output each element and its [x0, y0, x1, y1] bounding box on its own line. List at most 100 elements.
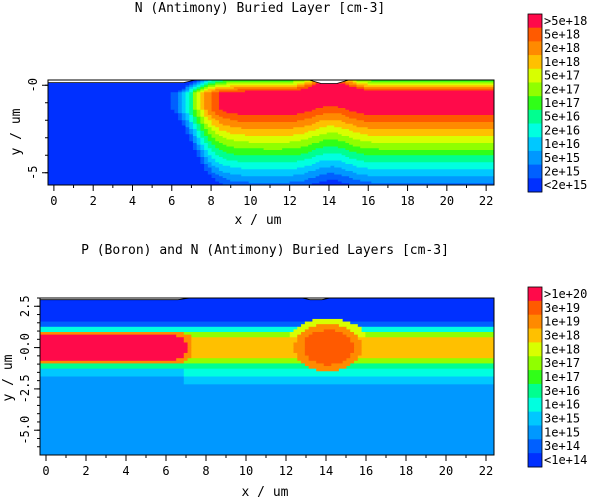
field-cell — [311, 143, 350, 146]
field-cell — [196, 125, 201, 128]
field-cell — [196, 94, 201, 97]
field-cell — [218, 122, 317, 125]
field-cell — [189, 97, 194, 100]
field-cell — [337, 139, 361, 142]
field-cell — [191, 347, 295, 351]
field-cell — [204, 106, 213, 109]
field-cell — [304, 337, 351, 341]
field-cell — [48, 109, 175, 113]
field-cell — [189, 115, 194, 118]
field-cell — [367, 81, 494, 85]
field-cell — [371, 80, 494, 83]
field-cell — [181, 115, 187, 118]
field-cell — [196, 141, 201, 144]
field-cell — [304, 85, 313, 88]
field-cell — [40, 434, 494, 438]
field-cell — [200, 158, 205, 162]
field-cell — [356, 80, 372, 83]
field-cell — [215, 172, 231, 176]
field-cell — [40, 371, 185, 375]
field-cell — [192, 118, 198, 121]
field-cell — [367, 127, 494, 130]
field-cell — [183, 337, 192, 341]
field-cell — [48, 102, 172, 106]
field-cell — [204, 157, 209, 160]
plot-1-x-axis-label: x / um — [235, 213, 282, 228]
field-cell — [48, 90, 179, 93]
field-cell — [341, 127, 369, 130]
x-tick-label: 12 — [282, 194, 296, 208]
field-cell — [300, 146, 324, 149]
field-cell — [181, 104, 187, 107]
field-cell — [211, 116, 224, 120]
field-cell — [297, 334, 310, 338]
field-cell — [215, 178, 227, 181]
field-cell — [178, 116, 183, 120]
x-tick-label: 22 — [479, 194, 493, 208]
x-tick-label: 0 — [50, 194, 57, 208]
field-cell — [218, 95, 494, 99]
field-cell — [170, 94, 179, 97]
field-cell — [363, 85, 494, 88]
field-cell — [196, 109, 201, 113]
field-cell — [297, 358, 310, 362]
colorbar-swatch — [528, 314, 542, 329]
field-cell — [304, 83, 313, 86]
field-cell — [241, 174, 294, 177]
field-cell — [48, 148, 194, 151]
field-cell — [218, 134, 246, 137]
field-cell — [207, 146, 216, 149]
field-cell — [200, 134, 205, 137]
field-cell — [335, 329, 351, 333]
field-cell — [192, 139, 198, 142]
field-cell — [244, 90, 494, 93]
field-cell — [189, 85, 194, 88]
field-cell — [350, 339, 363, 344]
field-cell — [304, 339, 351, 344]
field-cell — [40, 326, 298, 330]
colorbar-swatch — [528, 342, 542, 357]
field-cell — [192, 99, 198, 102]
field-cell — [218, 181, 250, 184]
field-cell — [48, 176, 213, 179]
field-cell — [48, 97, 172, 100]
field-cell — [189, 83, 194, 86]
field-cell — [211, 101, 220, 104]
field-cell — [191, 355, 298, 359]
field-cell — [192, 122, 198, 125]
field-cell — [233, 139, 302, 142]
field-cell — [341, 160, 365, 163]
field-cell — [204, 111, 209, 114]
field-cell — [40, 300, 494, 304]
field-cell — [185, 120, 190, 123]
field-cell — [357, 358, 494, 362]
field-cell — [222, 176, 317, 179]
field-cell — [192, 108, 198, 111]
field-cell — [360, 179, 494, 183]
field-cell — [174, 111, 179, 114]
field-cell — [352, 164, 494, 167]
x-tick-label: 16 — [359, 464, 373, 478]
field-cell — [226, 83, 298, 86]
field-cell — [196, 83, 201, 86]
field-cell — [207, 83, 216, 86]
field-cell — [191, 337, 298, 341]
field-cell — [204, 88, 209, 92]
field-cell — [341, 181, 372, 184]
field-cell — [315, 176, 350, 179]
field-cell — [311, 150, 350, 153]
field-cell — [315, 155, 346, 158]
field-cell — [181, 95, 187, 99]
field-cell — [207, 160, 216, 163]
field-cell — [357, 324, 494, 328]
field-cell — [192, 143, 198, 146]
field-cell — [48, 183, 224, 185]
field-cell — [196, 144, 201, 148]
field-cell — [200, 144, 205, 148]
field-cell — [207, 171, 213, 174]
field-cell — [200, 130, 205, 134]
field-cell — [345, 169, 494, 172]
field-cell — [337, 132, 361, 135]
field-cell — [345, 108, 494, 111]
field-cell — [200, 115, 205, 118]
